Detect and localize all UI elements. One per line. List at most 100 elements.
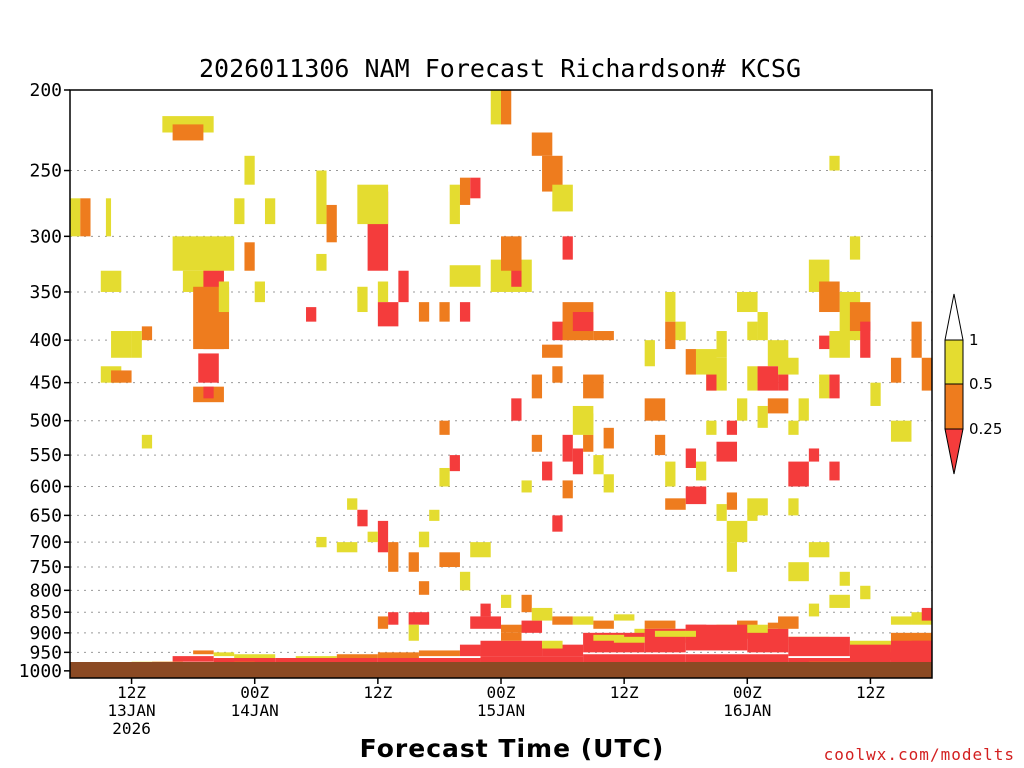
y-tick-label: 200 <box>29 80 62 101</box>
ri-cell <box>521 480 532 493</box>
ri-cell <box>490 90 501 125</box>
y-tick-label: 450 <box>29 373 62 394</box>
ri-cell <box>470 542 491 558</box>
ri-cell <box>316 170 327 225</box>
x-tick-label: 16JAN <box>723 701 771 720</box>
ri-cell <box>521 594 532 613</box>
ri-cell <box>737 291 758 313</box>
ri-cell <box>326 204 337 243</box>
x-tick-label: 12Z <box>363 683 392 702</box>
ri-cell <box>213 652 235 657</box>
ri-cell <box>501 632 522 641</box>
ri-cell <box>218 281 230 313</box>
ri-cell <box>572 448 584 475</box>
ri-cell <box>501 624 522 633</box>
ri-cell <box>501 594 512 608</box>
ri-cell <box>511 398 522 421</box>
ri-cell <box>829 374 840 399</box>
ri-cell <box>480 640 543 657</box>
ri-cell <box>418 650 460 657</box>
ri-cell <box>347 498 358 510</box>
ri-cell <box>172 656 214 662</box>
ri-cell <box>511 259 522 287</box>
ri-cell <box>695 349 717 375</box>
ri-cell <box>552 515 563 532</box>
ri-cell <box>798 398 809 421</box>
ri-cell <box>316 253 327 271</box>
ri-cell <box>357 509 368 527</box>
ri-cell <box>644 398 666 421</box>
ri-cell <box>459 571 471 591</box>
ri-cell <box>531 434 543 452</box>
ri-cell <box>100 270 122 292</box>
y-tick-label: 650 <box>29 505 62 526</box>
ri-cell <box>583 434 594 452</box>
ri-cell <box>501 90 512 125</box>
ri-cell <box>172 236 235 271</box>
ri-cell <box>747 624 768 633</box>
ri-cell <box>295 656 337 660</box>
ri-cell <box>357 286 368 313</box>
ri-cell <box>111 370 132 383</box>
colorbar-label: 1 <box>969 331 979 349</box>
y-tick-label: 700 <box>29 532 62 553</box>
plot-frame <box>69 89 933 679</box>
ri-cell <box>706 374 717 391</box>
x-tick-label: 00Z <box>733 683 762 702</box>
x-tick-label: 12Z <box>610 683 639 702</box>
ri-cell <box>408 552 419 572</box>
ri-cell <box>552 184 573 212</box>
ri-cell <box>572 616 594 625</box>
chart-title: 2026011306 NAM Forecast Richardson# KCSG <box>199 54 801 83</box>
y-tick-label: 550 <box>29 445 62 466</box>
ri-cell <box>654 434 666 456</box>
ri-cell <box>685 349 696 375</box>
ri-cell <box>193 650 214 655</box>
ri-cell <box>408 624 419 641</box>
ri-cell <box>788 461 809 487</box>
ri-cell <box>480 603 491 617</box>
ri-cell <box>131 331 142 358</box>
ri-cell <box>757 312 768 341</box>
ri-cell <box>542 155 563 192</box>
ri-cell <box>357 184 389 225</box>
y-axis: 200 250 300 350 400 450 500 550 600 650 700 7508008… <box>19 80 70 682</box>
ri-cell <box>316 536 327 548</box>
ri-cell <box>654 630 696 637</box>
colorbar-bottom-arrow <box>944 428 964 475</box>
ri-cell <box>418 531 430 548</box>
ri-cell <box>439 552 460 568</box>
ri-cell <box>377 616 389 629</box>
ri-cell <box>275 657 378 666</box>
ri-cell <box>141 434 153 449</box>
ri-cell <box>716 441 738 462</box>
x-tick-label: 12Z <box>117 683 146 702</box>
colorbar-band <box>944 339 964 385</box>
ri-cell <box>860 585 871 600</box>
ri-cell <box>198 353 219 383</box>
x-tick-label: 00Z <box>487 683 516 702</box>
ri-cell <box>377 520 389 553</box>
ri-cell <box>890 640 932 657</box>
ri-cell <box>593 634 625 641</box>
ri-cell <box>726 520 748 543</box>
ri-cell <box>665 461 676 487</box>
ri-cell <box>819 281 840 313</box>
ri-cell <box>583 374 604 399</box>
ri-cell <box>788 420 799 435</box>
ri-cell <box>459 302 471 322</box>
ri-cell <box>542 640 563 649</box>
ri-cell <box>767 622 789 629</box>
source-credit[interactable]: coolwx.com/modelts <box>824 745 1015 764</box>
ri-cell <box>244 155 255 185</box>
ri-cell <box>665 321 676 350</box>
ri-cell <box>234 198 245 225</box>
ri-cell <box>429 509 440 521</box>
ri-cell <box>572 312 594 332</box>
y-tick-label: 800 <box>29 580 62 601</box>
ri-cell <box>264 198 276 225</box>
ri-cell <box>593 331 614 341</box>
y-tick-label: 300 <box>29 226 62 247</box>
y-tick-label: 600 <box>29 476 62 497</box>
